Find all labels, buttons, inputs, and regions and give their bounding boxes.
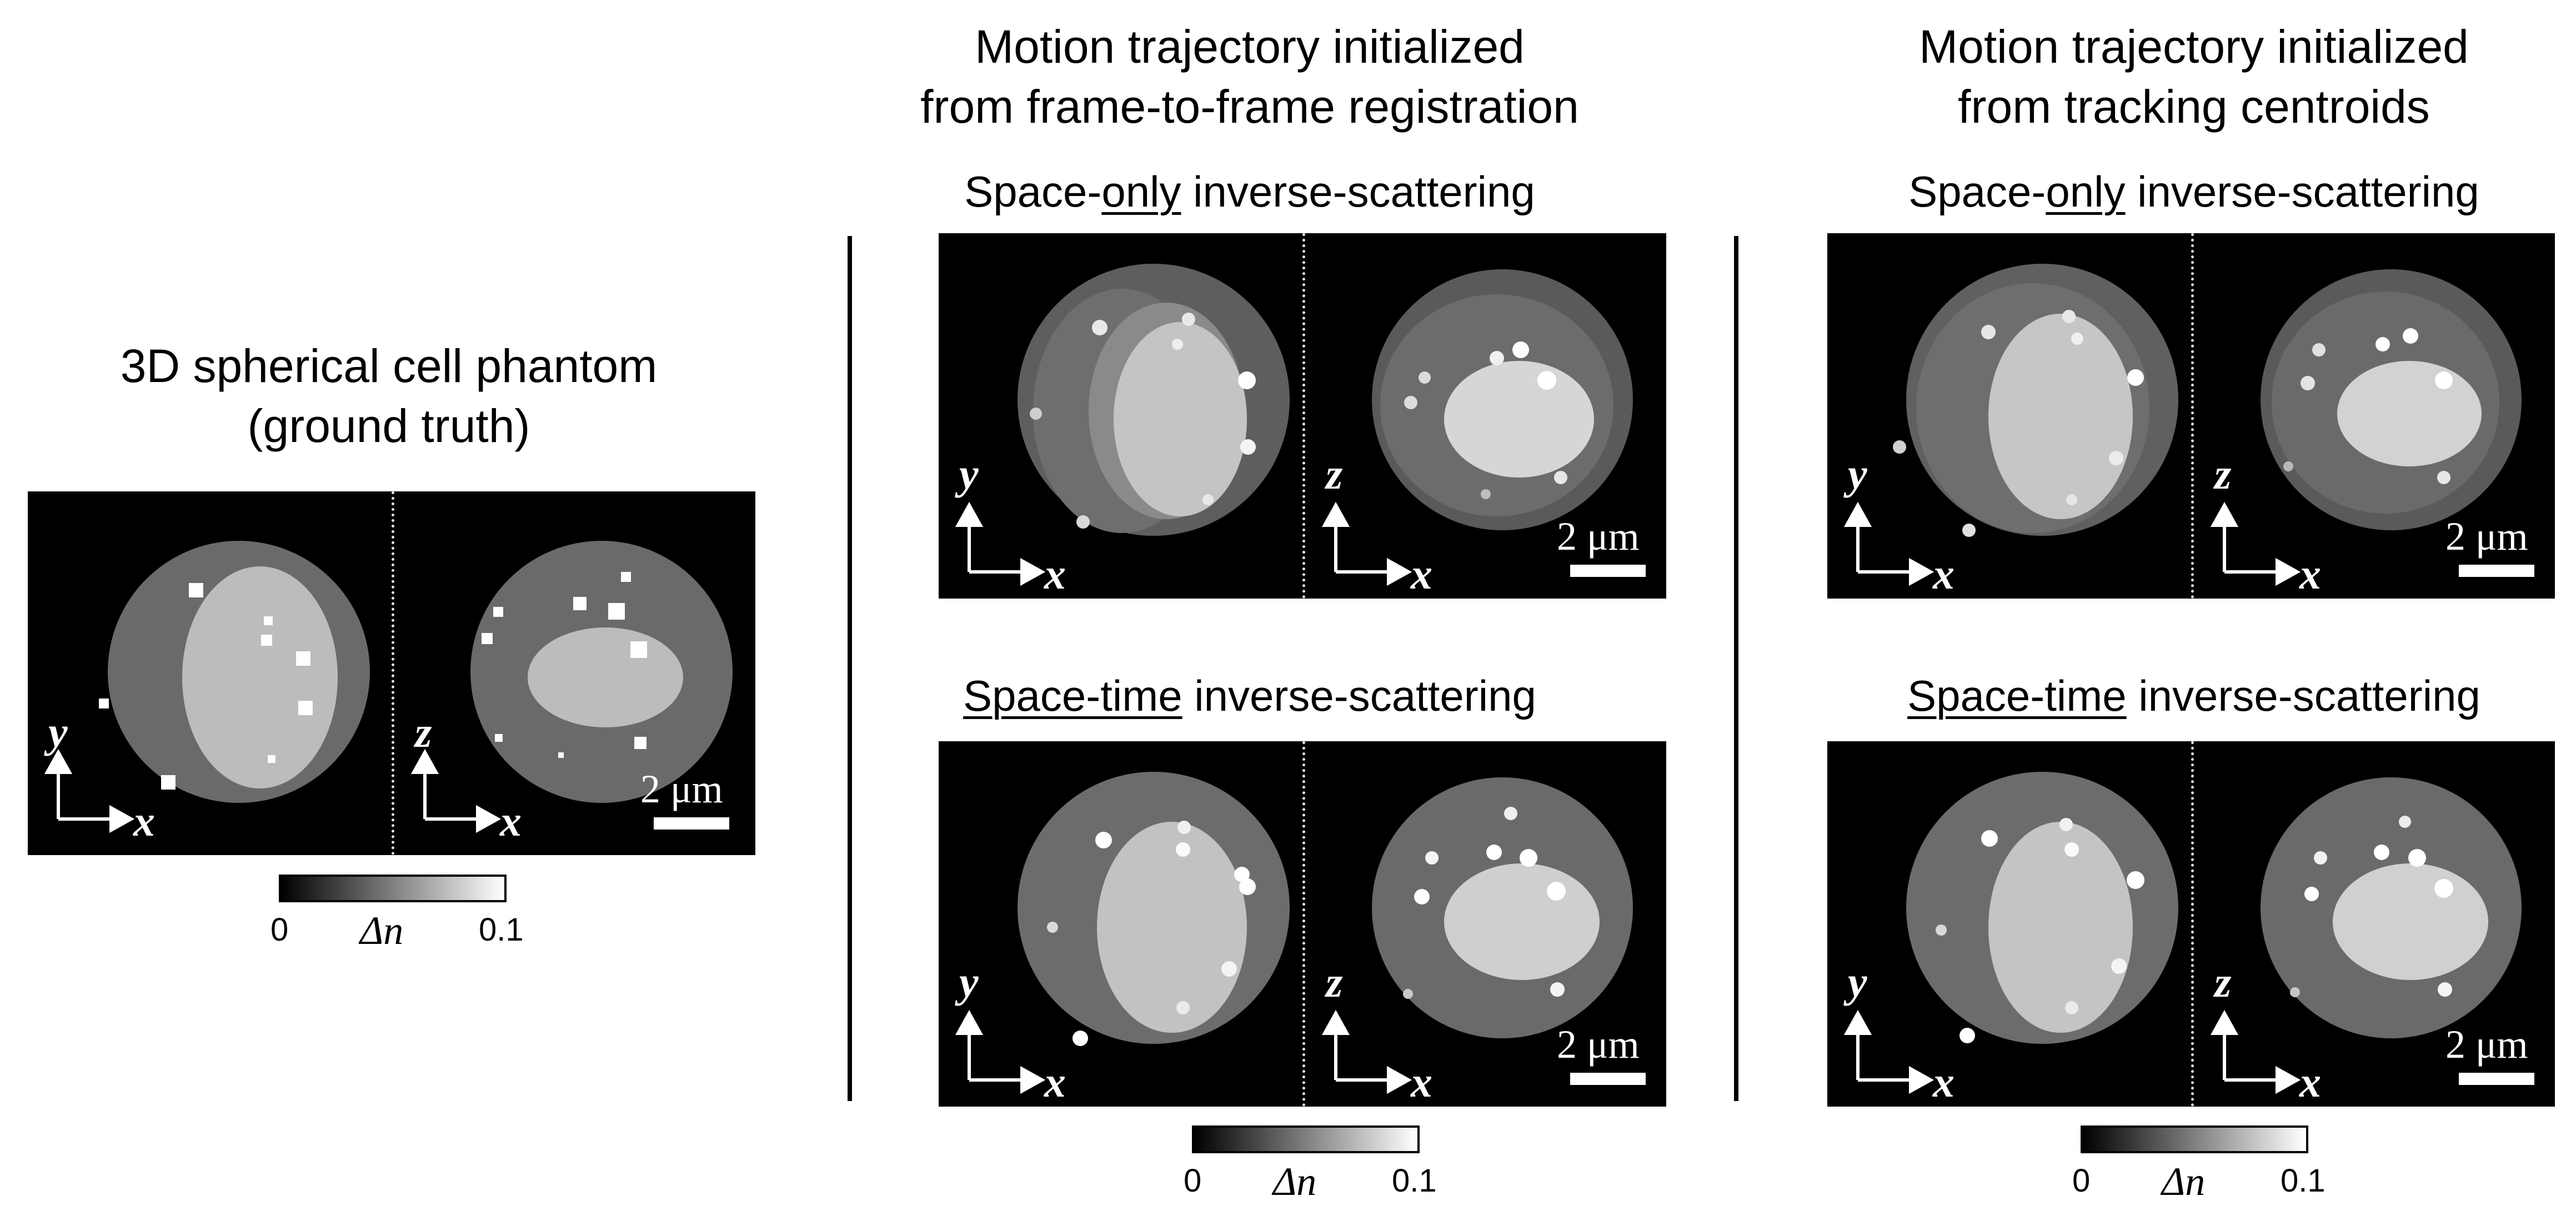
- view-divider: [2191, 741, 2194, 1107]
- colorbar-gradient: [2081, 1125, 2308, 1153]
- space-only-prefix: Space-: [964, 167, 1102, 216]
- colorbar-gradient: [1192, 1125, 1420, 1153]
- y-axis-label: y: [1848, 958, 1867, 1006]
- subtitle-space-time-centroids: Space-time inverse-scattering: [1833, 671, 2555, 721]
- centroids-space-time-image-panel: y x z x 2 μm: [1827, 741, 2555, 1107]
- colorbar-max-label: 0.1: [1392, 1163, 1437, 1199]
- colorbar-max-label: 0.1: [479, 912, 524, 948]
- y-axis-label: y: [959, 450, 979, 498]
- registration-title-line1: Motion trajectory initialized: [975, 21, 1525, 73]
- x-axis-label: x: [1411, 1058, 1432, 1106]
- scale-bar: [1570, 565, 1646, 577]
- scale-bar-label: 2 μm: [640, 767, 723, 811]
- registration-column-title: Motion trajectory initialized from frame…: [889, 17, 1611, 137]
- y-axis-label: y: [959, 958, 979, 1006]
- subtitle-space-only-registration: Space-only inverse-scattering: [889, 167, 1611, 217]
- registration-title-line2: from frame-to-frame registration: [920, 81, 1579, 133]
- colorbar-quantity-label: Δn: [2162, 1159, 2206, 1204]
- colorbar-max-label: 0.1: [2281, 1163, 2326, 1199]
- centroids-title-line1: Motion trajectory initialized: [1919, 21, 2469, 73]
- ground-truth-title-line2: (ground truth): [247, 400, 530, 452]
- ground-truth-title: 3D spherical cell phantom (ground truth): [28, 336, 750, 456]
- registration-space-time-image: [955, 772, 1633, 1094]
- ground-truth-title-line1: 3D spherical cell phantom: [120, 340, 658, 392]
- view-divider: [1302, 741, 1305, 1107]
- scale-bar-label: 2 μm: [2445, 514, 2528, 559]
- y-axis-label: y: [48, 708, 68, 756]
- subtitle-space-only-centroids: Space-only inverse-scattering: [1833, 167, 2555, 217]
- scale-bar: [2459, 565, 2534, 577]
- space-time-underlined: Space-time: [963, 671, 1182, 720]
- space-time-underlined: Space-time: [1907, 671, 2127, 720]
- registration-space-only-image: [955, 264, 1633, 586]
- scale-bar-label: 2 μm: [1557, 1022, 1640, 1067]
- x-axis-label: x: [2299, 550, 2321, 598]
- registration-space-time-image-panel: y x z x 2 μm: [939, 741, 1666, 1107]
- view-divider: [392, 491, 394, 855]
- z-axis-label: z: [2214, 450, 2232, 498]
- centroids-space-time-image: [1843, 772, 2522, 1094]
- registration-space-only-image-panel: y x z x 2 μm: [939, 233, 1666, 599]
- x-axis-label: x: [1044, 1058, 1066, 1106]
- colorbar-min-label: 0: [270, 912, 289, 948]
- view-divider: [2191, 233, 2194, 599]
- centroids-column-title: Motion trajectory initialized from track…: [1833, 17, 2555, 137]
- colorbar-gradient: [279, 875, 507, 902]
- colorbar-min-label: 0: [2072, 1163, 2091, 1199]
- scale-bar: [2459, 1073, 2534, 1085]
- z-axis-label: z: [1326, 450, 1343, 498]
- space-only-suffix: inverse-scattering: [1181, 167, 1535, 216]
- subtitle-space-time-registration: Space-time inverse-scattering: [889, 671, 1611, 721]
- x-axis-label: x: [1411, 550, 1432, 598]
- centroids-space-only-image: [1843, 264, 2522, 586]
- space-time-suffix: inverse-scattering: [1182, 671, 1536, 720]
- colorbar-min-label: 0: [1184, 1163, 1202, 1199]
- ground-truth-image-panel: y x z x 2 μm: [28, 491, 755, 855]
- space-only-underlined: only: [1101, 167, 1181, 216]
- z-axis-label: z: [1326, 958, 1343, 1006]
- scale-bar-label: 2 μm: [1557, 514, 1640, 559]
- scale-bar: [1570, 1073, 1646, 1085]
- space-only-prefix: Space-: [1908, 167, 2046, 216]
- x-axis-label: x: [500, 797, 522, 845]
- column-separator-right: [1734, 236, 1738, 1101]
- scale-bar: [654, 817, 729, 830]
- x-axis-label: x: [133, 797, 155, 845]
- centroids-space-only-image-panel: y x z x 2 μm: [1827, 233, 2555, 599]
- z-axis-label: z: [2214, 958, 2232, 1006]
- y-axis-label: y: [1848, 450, 1867, 498]
- x-axis-label: x: [1933, 550, 1954, 598]
- x-axis-label: x: [1933, 1058, 1954, 1106]
- colorbar-quantity-label: Δn: [360, 908, 404, 953]
- space-only-underlined: only: [2046, 167, 2126, 216]
- z-axis-label: z: [415, 708, 432, 756]
- x-axis-label: x: [1044, 550, 1066, 598]
- scale-bar-label: 2 μm: [2445, 1022, 2528, 1067]
- space-time-suffix: inverse-scattering: [2126, 671, 2480, 720]
- column-separator-left: [848, 236, 852, 1101]
- x-axis-label: x: [2299, 1058, 2321, 1106]
- view-divider: [1302, 233, 1305, 599]
- centroids-title-line2: from tracking centroids: [1958, 81, 2430, 133]
- space-only-suffix: inverse-scattering: [2125, 167, 2479, 216]
- ground-truth-image: [44, 541, 733, 833]
- colorbar-quantity-label: Δn: [1273, 1159, 1317, 1204]
